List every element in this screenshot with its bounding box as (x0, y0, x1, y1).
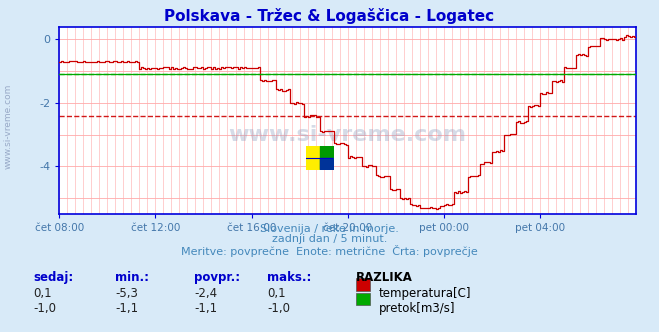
Text: -1,1: -1,1 (194, 302, 217, 315)
Text: www.si-vreme.com: www.si-vreme.com (229, 125, 467, 145)
Text: RAZLIKA: RAZLIKA (356, 271, 413, 284)
Text: www.si-vreme.com: www.si-vreme.com (3, 83, 13, 169)
Text: maks.:: maks.: (267, 271, 311, 284)
Text: -1,0: -1,0 (33, 302, 56, 315)
Text: Meritve: povprečne  Enote: metrične  Črta: povprečje: Meritve: povprečne Enote: metrične Črta:… (181, 245, 478, 257)
Text: min.:: min.: (115, 271, 150, 284)
Text: temperatura[C]: temperatura[C] (379, 287, 471, 300)
Text: -1,1: -1,1 (115, 302, 138, 315)
Text: 0,1: 0,1 (33, 287, 51, 300)
Text: -5,3: -5,3 (115, 287, 138, 300)
Text: 0,1: 0,1 (267, 287, 285, 300)
Text: Polskava - Tržec & Logaščica - Logatec: Polskava - Tržec & Logaščica - Logatec (165, 8, 494, 24)
Text: povpr.:: povpr.: (194, 271, 241, 284)
Text: sedaj:: sedaj: (33, 271, 73, 284)
Text: Slovenija / reke in morje.: Slovenija / reke in morje. (260, 224, 399, 234)
Text: -2,4: -2,4 (194, 287, 217, 300)
Text: zadnji dan / 5 minut.: zadnji dan / 5 minut. (272, 234, 387, 244)
Text: -1,0: -1,0 (267, 302, 290, 315)
Text: pretok[m3/s]: pretok[m3/s] (379, 302, 455, 315)
